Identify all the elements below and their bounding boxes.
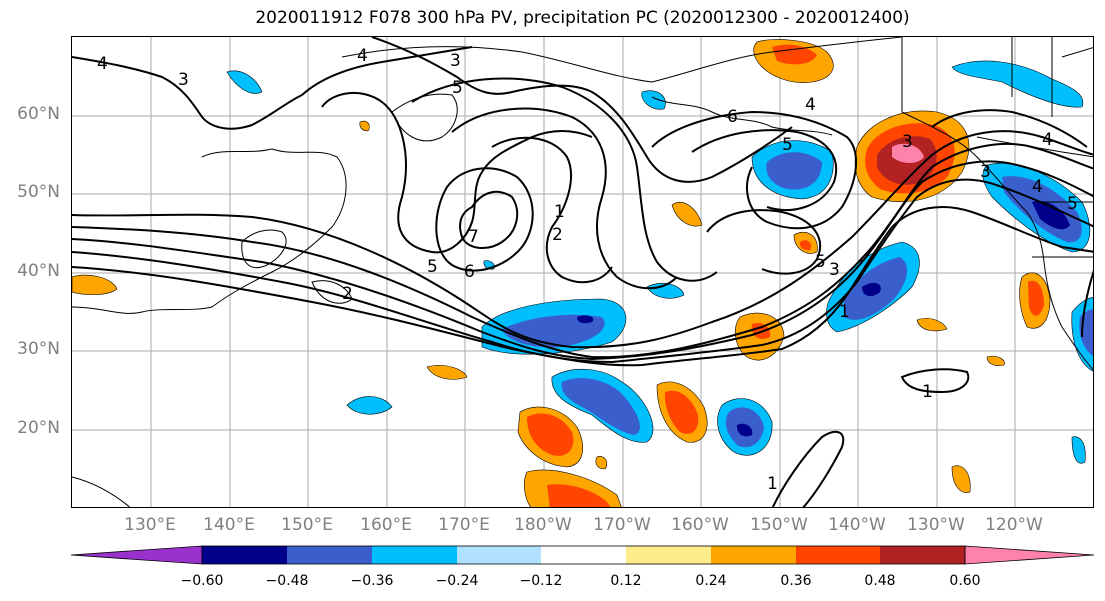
pv-contour — [72, 142, 1093, 359]
pv-contour — [321, 91, 593, 254]
contour-label: 1 — [767, 474, 778, 494]
colorbar-swatch — [202, 546, 287, 564]
contour-label: 7 — [468, 227, 479, 247]
pv-contour — [651, 110, 858, 230]
contour-label: 1 — [922, 382, 933, 402]
contour-label: 4 — [97, 54, 108, 74]
lat-label: 50°N — [17, 182, 60, 202]
contour-label: 3 — [178, 70, 189, 90]
precip-shading — [72, 39, 1093, 507]
colorbar-tick-label: 0.60 — [949, 573, 981, 589]
contour-label: 6 — [464, 262, 475, 282]
contour-label: 4 — [805, 95, 816, 115]
coastlines — [72, 37, 1093, 507]
contour-label: 5 — [1067, 194, 1078, 214]
lon-label: 140°W — [828, 515, 886, 535]
colorbar-extend-low — [71, 545, 203, 565]
lon-label: 150°W — [750, 515, 808, 535]
pv-contour — [900, 368, 970, 394]
colorbar-swatch — [626, 546, 711, 564]
pv-contour — [771, 430, 845, 507]
pv-contour — [459, 190, 519, 249]
contour-label: 6 — [727, 107, 738, 127]
map-title: 2020011912 F078 300 hPa PV, precipitatio… — [255, 8, 910, 28]
pv-contour — [72, 178, 1093, 364]
colorbar-swatch — [796, 546, 880, 564]
contour-label: 5 — [782, 135, 793, 155]
contour-label: 3 — [980, 162, 991, 182]
lon-label: 140°E — [203, 515, 255, 535]
map-canvas: 4 3 4 3 5 6 4 5 3 4 7 6 5 2 1 2 5 3 1 1 … — [72, 37, 1093, 507]
contour-label: 2 — [552, 225, 563, 245]
pv-contour — [491, 136, 613, 284]
pv-contour — [72, 130, 1093, 349]
pv-contour — [72, 160, 1093, 361]
pv-contour — [435, 167, 534, 272]
pv-contour — [411, 77, 718, 282]
lon-label: 160°E — [360, 515, 412, 535]
map-panel: 4 3 4 3 5 6 4 5 3 4 7 6 5 2 1 2 5 3 1 1 … — [71, 36, 1094, 508]
pv-contour — [301, 46, 473, 96]
lon-label: 170°W — [593, 515, 651, 535]
colorbar-tick-label: 0.24 — [695, 573, 727, 589]
colorbar-swatch — [457, 546, 541, 564]
contour-label: 4 — [1042, 130, 1053, 150]
contour-labels: 4 3 4 3 5 6 4 5 3 4 7 6 5 2 1 2 5 3 1 1 … — [97, 46, 1078, 494]
colorbar-swatch — [880, 546, 965, 564]
lon-label: 130°E — [124, 515, 176, 535]
contour-label: 2 — [342, 284, 353, 304]
contour-label: 5 — [452, 78, 463, 98]
colorbar-swatch — [541, 546, 626, 564]
lon-label: 160°W — [671, 515, 729, 535]
contour-label: 4 — [1032, 177, 1043, 197]
lon-label: 170°E — [438, 515, 490, 535]
pv-contours — [72, 37, 1093, 507]
lon-label: 150°E — [281, 515, 333, 535]
colorbar-tick-label: 0.48 — [864, 573, 896, 589]
lat-label: 20°N — [17, 418, 60, 438]
contour-label: 1 — [839, 302, 850, 322]
colorbar-swatch — [287, 546, 372, 564]
lon-label: 180°W — [514, 515, 572, 535]
contour-label: 1 — [554, 202, 565, 222]
pv-contour — [931, 109, 1088, 148]
pv-contour — [451, 107, 678, 290]
colorbar-tick-label: −0.36 — [350, 573, 394, 589]
colorbar-extend-high — [964, 545, 1095, 565]
contour-label: 3 — [902, 132, 913, 152]
colorbar — [71, 545, 1095, 565]
contour-label: 3 — [450, 51, 461, 71]
contour-label: 5 — [815, 252, 826, 272]
colorbar-swatch — [372, 546, 457, 564]
lon-label: 120°W — [985, 515, 1043, 535]
pv-contour — [72, 56, 303, 130]
pv-contour — [72, 206, 1093, 367]
colorbar-tick-label: 0.12 — [610, 573, 642, 589]
colorbar-tick-label: −0.24 — [435, 573, 479, 589]
pv-contour — [691, 129, 838, 211]
pv-contour — [706, 209, 822, 275]
lat-label: 40°N — [17, 261, 60, 281]
lat-label: 60°N — [17, 104, 60, 124]
pv-contour — [1081, 270, 1093, 338]
colorbar-tick-label: −0.12 — [519, 573, 563, 589]
colorbar-swatch — [711, 546, 796, 564]
contour-label: 5 — [427, 257, 438, 277]
pv-contour — [371, 37, 793, 183]
colorbar-tick-label: 0.36 — [780, 573, 812, 589]
lon-label: 130°W — [907, 515, 965, 535]
lat-label: 30°N — [17, 339, 60, 359]
contour-label: 3 — [829, 260, 840, 280]
colorbar-tick-label: −0.48 — [265, 573, 309, 589]
contour-label: 4 — [357, 46, 368, 66]
colorbar-tick-label: −0.60 — [180, 573, 224, 589]
